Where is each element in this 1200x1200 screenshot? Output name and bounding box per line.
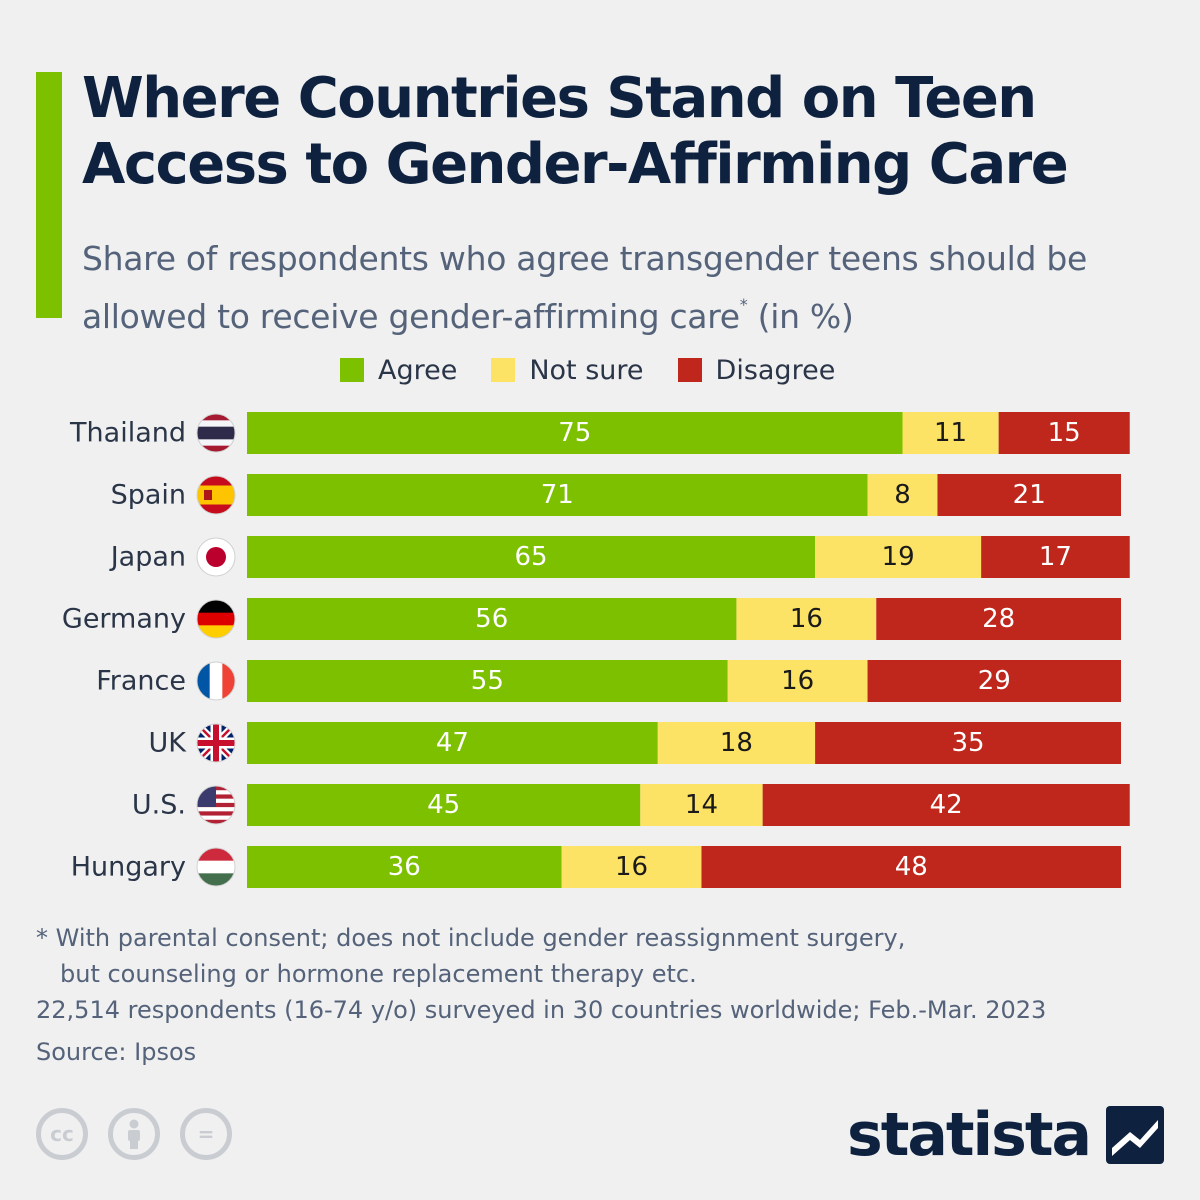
bar-uk-agree [247,722,658,764]
value-label-france-not-sure: 16 [781,666,814,696]
chart-subtitle: Share of respondents who agree transgend… [82,236,1182,340]
legend-item-disagree: Disagree [677,354,836,386]
bar-hungary-agree [247,846,562,888]
flag-icon-u-s [196,785,236,825]
source-note: Source: Ipsos [36,1038,197,1066]
bar-france-disagree [867,660,1121,702]
attribution-icon[interactable] [108,1108,160,1160]
flag-icon-japan [196,537,236,577]
legend-swatch-disagree [677,358,702,382]
chart-legend: Agree Not sure Disagree [340,352,869,388]
legend-label-not-sure: Not sure [529,354,644,386]
country-label-japan: Japan [109,542,186,573]
statista-logo[interactable]: statista [847,1100,1164,1170]
bar-france-not-sure [727,660,868,702]
legend-item-agree: Agree [340,355,457,386]
stacked-bar-chart: Thailand Spain Japan Germany France UK U.S. Hun… [62,412,1130,888]
value-label-spain-agree: 71 [541,480,574,510]
value-label-germany-not-sure: 16 [790,604,823,634]
cc-icon[interactable]: cc [36,1108,88,1160]
value-label-france-disagree: 29 [978,666,1011,696]
flag-icon-spain [196,475,236,515]
license-icons: cc = [36,1108,252,1160]
bar-japan-not-sure [815,536,982,578]
country-label-france: France [96,666,186,697]
value-label-spain-not-sure: 8 [894,480,911,510]
bar-thailand-agree [247,412,903,454]
flag-icon-uk [196,723,236,763]
value-label-germany-agree: 56 [475,604,508,634]
footnote-line-2: but counseling or hormone replacement th… [60,960,697,988]
legend-label-disagree: Disagree [715,354,836,386]
bar-japan-agree [247,536,816,578]
subtitle-footnote-mark: * [739,295,748,314]
value-label-u-s-disagree: 42 [930,790,963,820]
value-label-germany-disagree: 28 [982,604,1015,634]
country-label-germany: Germany [62,604,186,635]
bar-u-s-agree [247,784,641,826]
bar-uk-not-sure [657,722,816,764]
bar-france-agree [247,660,728,702]
flag-icon-thailand [196,413,236,453]
value-label-uk-not-sure: 18 [720,728,753,758]
legend-swatch-not-sure [491,358,516,382]
value-label-u-s-agree: 45 [427,790,460,820]
brand-name: statista [846,1100,1092,1170]
value-label-japan-disagree: 17 [1039,542,1072,572]
legend-item-not-sure: Not sure [491,354,644,386]
footnote-line-1: * With parental consent; does not includ… [36,924,906,952]
bar-germany-not-sure [736,598,877,640]
country-label-spain: Spain [111,480,186,511]
country-label-thailand: Thailand [69,418,186,449]
value-label-spain-disagree: 21 [1013,480,1046,510]
value-label-hungary-agree: 36 [388,852,421,882]
flag-icon-france [196,661,236,701]
footnote: * With parental consent; does not includ… [36,920,1176,1070]
value-label-thailand-agree: 75 [558,418,591,448]
bar-spain-not-sure [867,474,938,516]
bar-japan-disagree [981,536,1130,578]
value-label-hungary-disagree: 48 [895,852,928,882]
bar-u-s-not-sure [640,784,763,826]
value-label-japan-not-sure: 19 [882,542,915,572]
person-glyph [128,1119,140,1149]
legend-swatch-agree [340,358,364,382]
country-label-u-s: U.S. [132,790,186,821]
country-label-uk: UK [149,728,188,759]
country-label-hungary: Hungary [71,852,186,883]
value-label-u-s-not-sure: 14 [685,790,718,820]
bar-u-s-disagree [762,784,1130,826]
bar-hungary-not-sure [561,846,702,888]
flag-icon-hungary [196,847,236,887]
statista-logo-icon [1106,1106,1164,1164]
no-derivatives-icon[interactable]: = [180,1108,232,1160]
value-label-japan-agree: 65 [515,542,548,572]
bar-thailand-not-sure [902,412,999,454]
page-title: Where Countries Stand on Teen Access to … [82,66,1069,197]
accent-bar [36,72,62,318]
bar-germany-disagree [876,598,1121,640]
value-label-france-agree: 55 [471,666,504,696]
value-label-uk-disagree: 35 [952,728,985,758]
subtitle-unit: (in %) [747,297,854,336]
flag-icon-germany [196,599,236,639]
survey-details: 22,514 respondents (16-74 y/o) surveyed … [36,996,1047,1024]
bar-thailand-disagree [998,412,1130,454]
bar-spain-agree [247,474,868,516]
legend-label-agree: Agree [378,354,458,386]
bar-spain-disagree [937,474,1121,516]
value-label-thailand-disagree: 15 [1048,418,1081,448]
subtitle-text: Share of respondents who agree transgend… [82,239,1088,336]
bar-germany-agree [247,598,737,640]
value-label-hungary-not-sure: 16 [615,852,648,882]
bar-hungary-disagree [701,846,1121,888]
bar-uk-disagree [815,722,1121,764]
value-label-uk-agree: 47 [436,728,469,758]
value-label-thailand-not-sure: 11 [934,418,967,448]
